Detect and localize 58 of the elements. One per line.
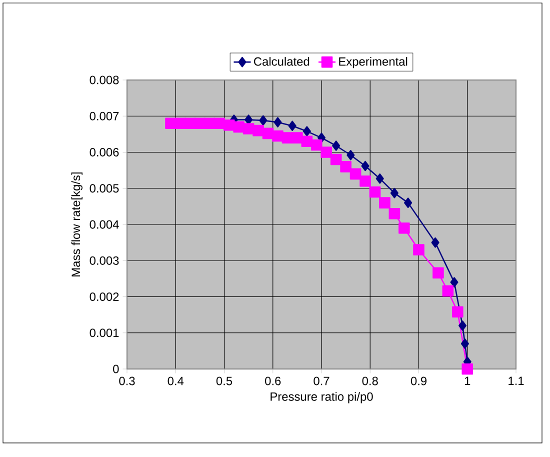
y-tick-label: 0.001	[90, 328, 119, 338]
point	[252, 124, 264, 136]
point	[223, 119, 235, 131]
point	[452, 306, 464, 318]
point	[330, 154, 342, 166]
point	[292, 132, 303, 144]
x-axis-title: Pressure ratio pi/p0	[270, 392, 373, 404]
point	[288, 120, 296, 132]
point	[350, 168, 362, 180]
x-tick-label: 0.7	[314, 376, 330, 386]
point	[379, 197, 390, 208]
y-tick-label: 0.008	[90, 76, 119, 84]
point	[165, 118, 176, 129]
x-tick-label: 1	[464, 376, 470, 385]
x-tick-label: 0.4	[168, 376, 184, 386]
point	[376, 173, 384, 184]
y-tick-label: 0	[113, 364, 119, 374]
legend-label: Calculated	[254, 56, 310, 66]
point	[259, 115, 268, 126]
point	[214, 118, 226, 129]
point	[360, 175, 371, 187]
point	[398, 222, 410, 234]
point	[320, 146, 332, 158]
y-axis-title: Mass flow rate[kg/s]	[71, 172, 82, 276]
point	[340, 161, 352, 172]
x-tick-label: 0.5	[216, 376, 232, 386]
point	[442, 285, 454, 297]
point	[450, 277, 458, 288]
point	[462, 363, 474, 375]
legend-label: Experimental	[339, 56, 408, 68]
point	[388, 208, 400, 220]
point	[310, 139, 322, 151]
point	[332, 140, 340, 151]
point	[390, 188, 398, 198]
y-tick-label: 0.006	[90, 148, 119, 156]
point	[431, 237, 440, 248]
x-tick-label: 0.3	[119, 376, 135, 386]
point	[460, 338, 469, 349]
point	[184, 118, 196, 129]
point	[346, 150, 355, 160]
y-tick-label: 0.007	[90, 112, 119, 120]
point	[404, 198, 412, 208]
point	[274, 117, 282, 128]
x-tick-label: 0.6	[265, 376, 281, 386]
y-tick-label: 0.002	[90, 292, 119, 301]
point	[361, 160, 370, 172]
point	[413, 244, 424, 256]
x-tick-label: 0.8	[362, 376, 378, 386]
point	[244, 114, 253, 125]
x-tick-label: 0.9	[410, 376, 426, 386]
y-tick-label: 0.005	[90, 184, 119, 193]
x-tick-label: 1.1	[508, 376, 524, 385]
y-tick-label: 0.003	[90, 256, 119, 265]
point	[369, 186, 381, 198]
point	[302, 126, 311, 136]
point	[432, 267, 444, 279]
point	[458, 320, 467, 331]
y-tick-label: 0.004	[90, 220, 119, 229]
